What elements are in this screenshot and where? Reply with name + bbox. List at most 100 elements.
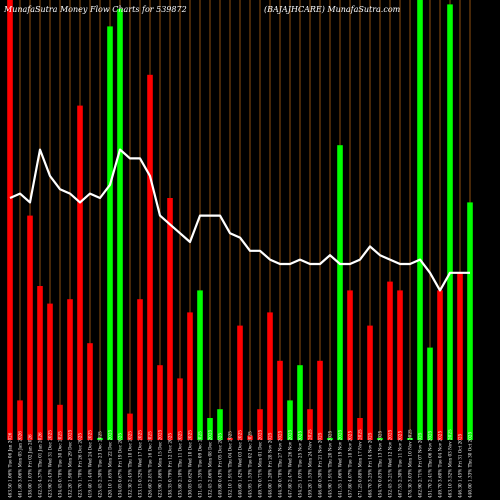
money-flow-bar (107, 26, 113, 441)
x-tick-label: 447.80 2.47% Wed 26 Nov 2025 (288, 429, 293, 498)
money-flow-bar (217, 409, 223, 440)
money-flow-bar (447, 4, 453, 441)
money-flow-bar (37, 286, 43, 440)
money-flow-bar (327, 438, 333, 440)
money-flow-bar (367, 325, 373, 440)
x-tick-label: 463.50 1.06% Tue 06 Jan 2026 (8, 432, 13, 498)
x-tick-label: 442.55 4.37% Thu 01 Jan 2026 (38, 432, 43, 498)
x-tick-label: 457.80 4.07% Tue 18 Nov 2025 (348, 431, 353, 498)
money-flow-bar (387, 281, 393, 440)
money-flow-bar (307, 409, 313, 440)
money-flow-bar (97, 438, 103, 440)
money-flow-bar (157, 365, 163, 440)
x-tick-label: 435.80 2.10% Thu 11 Dec 2025 (178, 431, 183, 498)
x-tick-label: 448.00 1.20% Fri 28 Nov 2025 (268, 432, 273, 498)
money-flow-bar (427, 347, 433, 440)
x-axis-tick-labels: 463.50 1.06% Tue 06 Jan 2026 461.80 3.06%… (8, 429, 473, 498)
x-tick-label: 438.35 0.79% Fri 12 Dec 2025 (168, 433, 173, 498)
money-flow-bar (47, 303, 53, 440)
x-tick-label: 420.10 1.65% Mon 22 Dec 2025 (108, 429, 113, 498)
money-flow-bar (247, 435, 253, 440)
x-tick-label: 445.90 1.91% Thu 20 Nov 2025 (328, 430, 333, 498)
x-tick-label: 459.20 1.53% Mon 24 Nov 2025 (308, 429, 313, 498)
money-flow-bar (237, 325, 243, 440)
x-tick-label: 451.70 2.41% Thu 06 Nov 2025 (428, 430, 433, 498)
x-tick-label: 431.45 1.35% Tue 09 Dec 2025 (198, 431, 203, 498)
x-tick-label: 434.45 0.78% Tue 30 Dec 2025 (58, 431, 63, 498)
money-flow-bar (287, 400, 293, 440)
money-flow-bar (267, 312, 273, 440)
chart-title: MunafaSutra Money Flow Charts for 539872 (3, 5, 187, 14)
x-tick-label: 452.45 3.21% Wed 12 Nov 2025 (388, 429, 393, 498)
x-tick-label: 454.25 1.03% Tue 25 Nov 2025 (298, 431, 303, 498)
money-flow-bars (7, 0, 473, 441)
x-tick-label: 425.45 2.30% Tue 23 Dec 2025 (98, 431, 103, 498)
x-tick-label: 471.25 0.88% Mon 17 Nov 2025 (358, 429, 363, 498)
money-flow-bar (297, 365, 303, 440)
money-flow-bar (147, 74, 153, 441)
x-tick-label: 430.05 0.62% Wed 10 Dec 2025 (188, 430, 193, 498)
x-tick-label: 440.60 1.42% Wed 03 Dec 2025 (238, 430, 243, 498)
money-flow-bar (117, 8, 123, 441)
x-tick-label: 446.30 1.45% Fri 31 Oct 2025 (458, 433, 463, 498)
x-tick-label: 441.55 1.06% Wed 19 Nov 2025 (338, 429, 343, 498)
x-tick-label: 432.20 1.98% Mon 29 Dec 2025 (68, 429, 73, 498)
money-flow-bar (467, 202, 473, 440)
x-tick-label: 432.45 2.06% Mon 08 Dec 2025 (208, 429, 213, 498)
x-tick-label: 426.60 2.81% Tue 16 Dec 2025 (148, 431, 153, 498)
money-flow-bar (57, 404, 63, 440)
money-flow-bar (277, 360, 283, 440)
x-tick-label: 446.40 0.30% Fri 21 Nov 2025 (318, 432, 323, 498)
money-flow-bar (347, 290, 353, 440)
x-tick-label: 433.15 0.32% Wed 17 Dec 2025 (138, 430, 143, 498)
money-flow-bar (77, 105, 83, 440)
money-flow-bar (27, 215, 33, 440)
money-flow-bar (227, 438, 233, 440)
x-tick-label: 463.10 3.52% Mon 03 Nov 2025 (448, 429, 453, 498)
x-tick-label: 423.90 2.43% Wed 31 Dec 2025 (48, 430, 53, 498)
x-tick-label: 440.00 1.33% Thu 30 Oct 2025 (468, 431, 473, 498)
x-tick-label: 468.70 3.25% Fri 14 Nov 2025 (368, 432, 373, 498)
money-flow-bar (357, 418, 363, 440)
money-flow-bar (457, 272, 463, 440)
x-tick-label: 444.30 0.78% Thu 27 Nov 2025 (278, 430, 283, 498)
x-tick-label: 478.30 3.03% Mon 10 Nov 2025 (408, 429, 413, 498)
x-tick-label: 467.55 2.30% Tue 11 Nov 2025 (398, 431, 403, 498)
money-flow-bar (377, 438, 383, 440)
money-flow-bar (127, 413, 133, 440)
money-flow-bar (87, 343, 93, 440)
money-flow-bar (167, 198, 173, 440)
x-tick-label: 449.70 0.71% Mon 01 Dec 2025 (258, 429, 263, 498)
x-tick-label: 432.30 2.45% Thu 18 Dec 2025 (128, 431, 133, 498)
x-tick-label: 449.70 3.60% Tue 04 Nov 2025 (438, 431, 443, 498)
money-flow-bar (67, 299, 73, 440)
money-flow-bar (417, 0, 423, 440)
x-tick-label: 419.40 1.44% Wed 24 Dec 2025 (88, 430, 93, 498)
x-tick-label: 423.70 1.70% Fri 26 Dec 2025 (78, 433, 83, 498)
money-flow-bar (17, 400, 23, 440)
money-flow-bar (407, 438, 413, 440)
chart-subtitle: (BAJAJHCARE) MunafaSutra.com (264, 5, 401, 14)
money-flow-bar (207, 418, 213, 440)
x-tick-label: 434.05 0.67% Fri 19 Dec 2025 (118, 433, 123, 498)
x-tick-label: 449.80 0.43% Fri 05 Dec 2025 (218, 433, 223, 498)
money-flow-bar (137, 299, 143, 440)
x-tick-label: 461.80 3.06% Mon 05 Jan 2026 (18, 431, 23, 498)
money-flow-bar (257, 409, 263, 440)
money-flow-bar (187, 312, 193, 440)
money-flow-bar (317, 360, 323, 440)
money-flow-bar (397, 290, 403, 440)
money-flow-bar (7, 0, 13, 440)
x-tick-label: 423.90 1.86% Mon 15 Dec 2025 (158, 429, 163, 498)
money-flow-bar (337, 145, 343, 440)
x-tick-label: 452.10 1.91% Thu 04 Dec 2025 (228, 431, 233, 498)
x-tick-label: 462.90 2.71% Fri 07 Nov 2025 (418, 432, 423, 498)
x-tick-label: 454.70 0.83% Thu 13 Nov 2025 (378, 430, 383, 498)
price-line (9, 148, 470, 292)
money-flow-bar (437, 290, 443, 440)
money-flow-bar (197, 290, 203, 440)
x-tick-label: 445.95 1.53% Tue 02 Dec 2025 (248, 431, 253, 498)
x-tick-label: 438.00 1.03% Fri 02 Jan 2026 (28, 434, 33, 498)
